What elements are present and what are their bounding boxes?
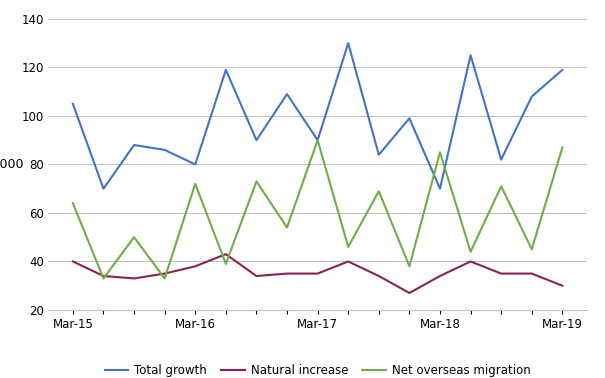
Net overseas migration <box>314 138 321 143</box>
Natural increase <box>497 271 505 276</box>
Net overseas migration <box>406 264 413 269</box>
Net overseas migration <box>131 235 138 240</box>
Total growth <box>100 186 107 191</box>
Total growth <box>528 94 535 99</box>
Line: Total growth: Total growth <box>73 43 563 189</box>
Net overseas migration <box>192 181 199 186</box>
Total growth <box>222 68 229 72</box>
Total growth <box>192 162 199 167</box>
Total growth <box>497 157 505 162</box>
Natural increase <box>559 284 566 288</box>
Natural increase <box>528 271 535 276</box>
Total growth <box>467 53 474 57</box>
Total growth <box>345 41 352 45</box>
Net overseas migration <box>528 247 535 252</box>
Natural increase <box>345 259 352 264</box>
Net overseas migration <box>559 145 566 150</box>
Net overseas migration <box>497 184 505 189</box>
Y-axis label: '000: '000 <box>0 158 24 171</box>
Total growth <box>436 186 443 191</box>
Net overseas migration <box>253 179 260 184</box>
Legend: Total growth, Natural increase, Net overseas migration: Total growth, Natural increase, Net over… <box>100 359 535 378</box>
Net overseas migration <box>161 276 168 281</box>
Net overseas migration <box>436 150 443 155</box>
Natural increase <box>406 291 413 295</box>
Net overseas migration <box>467 249 474 254</box>
Natural increase <box>161 271 168 276</box>
Natural increase <box>192 264 199 269</box>
Total growth <box>161 148 168 152</box>
Line: Net overseas migration: Net overseas migration <box>73 140 563 279</box>
Natural increase <box>131 276 138 281</box>
Total growth <box>314 138 321 143</box>
Natural increase <box>69 259 76 264</box>
Natural increase <box>467 259 474 264</box>
Total growth <box>131 143 138 147</box>
Net overseas migration <box>283 225 290 230</box>
Natural increase <box>375 274 382 278</box>
Net overseas migration <box>222 262 229 266</box>
Total growth <box>559 68 566 72</box>
Natural increase <box>100 274 107 278</box>
Total growth <box>375 152 382 157</box>
Line: Natural increase: Natural increase <box>73 254 563 293</box>
Net overseas migration <box>345 245 352 249</box>
Net overseas migration <box>100 276 107 281</box>
Total growth <box>406 116 413 121</box>
Total growth <box>69 102 76 106</box>
Natural increase <box>222 252 229 256</box>
Net overseas migration <box>375 189 382 194</box>
Total growth <box>253 138 260 143</box>
Natural increase <box>314 271 321 276</box>
Total growth <box>283 92 290 96</box>
Net overseas migration <box>69 201 76 206</box>
Natural increase <box>253 274 260 278</box>
Natural increase <box>283 271 290 276</box>
Natural increase <box>436 274 443 278</box>
